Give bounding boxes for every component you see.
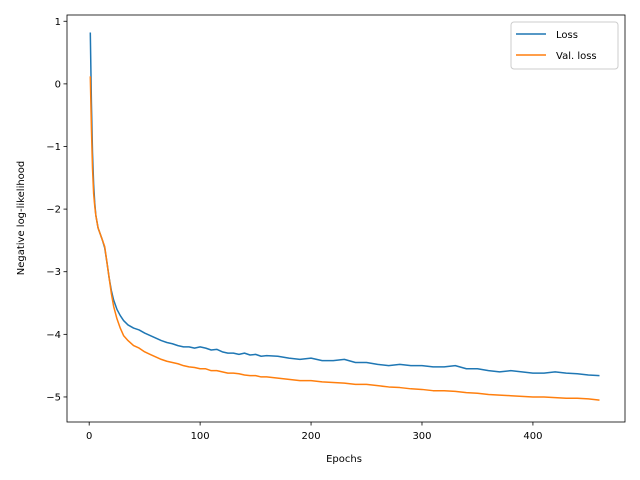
x-tick-label: 0 — [86, 431, 92, 442]
x-axis: 0 100 200 300 400 — [86, 422, 542, 442]
y-tick-label: −4 — [46, 330, 61, 341]
x-axis-title: Epochs — [326, 454, 362, 465]
y-tick-label: −5 — [46, 392, 61, 403]
y-tick-label: 1 — [55, 17, 61, 28]
x-tick-label: 400 — [523, 431, 542, 442]
y-axis-title: Negative log-likelihood — [16, 161, 27, 276]
x-tick-label: 300 — [412, 431, 431, 442]
y-tick-label: −2 — [46, 205, 61, 216]
legend-label: Val. loss — [556, 51, 597, 62]
y-axis: 1 0 −1 −2 −3 −4 −5 — [46, 17, 67, 403]
series-line-val-loss — [89, 76, 600, 401]
x-tick-label: 100 — [191, 431, 210, 442]
y-tick-label: 0 — [55, 79, 61, 90]
series-layer — [89, 32, 600, 401]
legend: Loss Val. loss — [510, 21, 619, 70]
plot-frame — [66, 14, 626, 423]
plot-area — [67, 15, 625, 422]
y-tick-label: −3 — [46, 267, 61, 278]
x-tick-label: 200 — [302, 431, 321, 442]
y-tick-label: −1 — [46, 142, 61, 153]
legend-label: Loss — [556, 30, 578, 41]
